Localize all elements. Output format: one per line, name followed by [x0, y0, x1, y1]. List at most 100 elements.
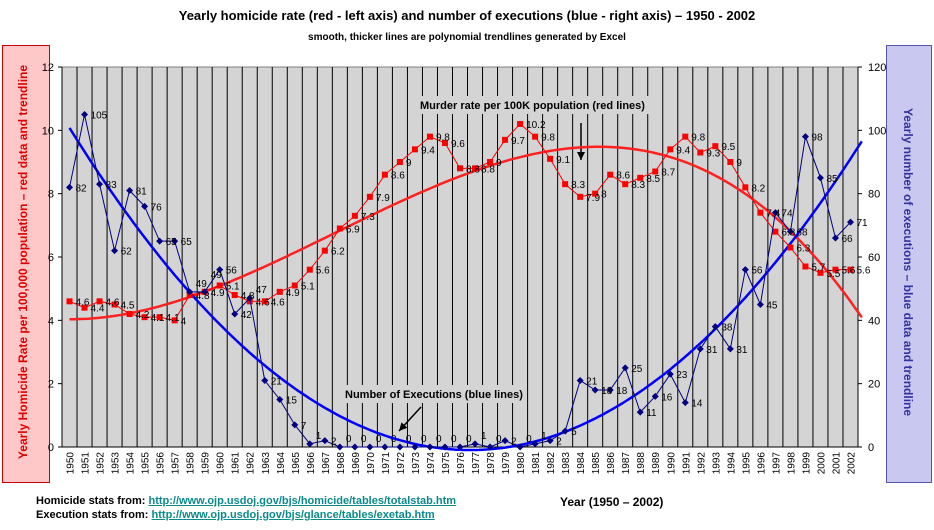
x-tick-label: 1973 — [411, 452, 422, 475]
execution-data-label: 62 — [121, 247, 133, 258]
homicide-marker — [216, 282, 223, 289]
homicide-marker — [517, 121, 524, 127]
execution-data-label: 0 — [361, 434, 367, 445]
execution-marker — [681, 399, 689, 407]
x-tick-label: 1976 — [456, 452, 467, 475]
homicide-marker — [787, 244, 794, 251]
execution-data-label: 38 — [721, 323, 733, 334]
homicide-marker — [847, 266, 854, 273]
homicide-data-label: 10.2 — [526, 120, 546, 131]
execution-data-label: 56 — [226, 266, 238, 277]
execution-marker — [696, 345, 704, 353]
execution-data-label: 0 — [391, 434, 397, 445]
execution-data-label: 49 — [196, 279, 208, 290]
execution-data-label: 23 — [676, 370, 688, 381]
x-tick-label: 1952 — [96, 452, 107, 475]
execution-source-link[interactable]: http://www.ojp.usdoj.gov/bjs/glance/tabl… — [151, 509, 435, 521]
homicide-marker — [156, 314, 163, 321]
homicide-source-label: Homicide stats from: — [36, 495, 146, 507]
y-tick-label: 0 — [48, 442, 54, 454]
x-tick-label: 2001 — [831, 452, 842, 475]
homicide-marker — [772, 228, 779, 235]
y2-tick-label: 80 — [868, 189, 880, 201]
homicide-marker — [366, 193, 373, 200]
execution-marker — [381, 443, 389, 451]
x-tick-label: 1998 — [786, 452, 797, 475]
execution-marker — [291, 421, 299, 429]
homicide-marker — [321, 247, 328, 254]
homicide-data-label: 8.3 — [571, 180, 585, 191]
execution-data-label: 56 — [751, 266, 763, 277]
homicide-data-label: 6.8 — [781, 228, 795, 239]
execution-data-label: 15 — [286, 396, 298, 407]
execution-marker — [786, 228, 794, 236]
x-tick-label: 1992 — [696, 452, 707, 475]
homicide-data-label: 4.1 — [151, 313, 165, 324]
x-tick-label: 1951 — [81, 452, 92, 475]
homicide-source-link[interactable]: http://www.ojp.usdoj.gov/bjs/homicide/ta… — [148, 495, 457, 507]
execution-data-label: 0 — [451, 434, 457, 445]
homicide-marker — [637, 174, 644, 181]
homicide-data-label: 9 — [496, 158, 502, 169]
execution-marker — [501, 437, 509, 445]
execution-data-label: 47 — [256, 285, 268, 296]
homicide-marker — [607, 171, 614, 178]
homicide-marker — [96, 298, 103, 305]
execution-data-label: 1 — [541, 431, 547, 442]
execution-marker — [726, 345, 734, 353]
execution-marker — [396, 443, 404, 451]
execution-source-label: Execution stats from: — [36, 509, 149, 521]
execution-data-label: 2 — [556, 437, 562, 448]
y2-tick-label: 20 — [868, 379, 880, 391]
execution-marker — [441, 443, 449, 451]
execution-data-label: 0 — [376, 434, 382, 445]
execution-marker — [591, 386, 599, 394]
execution-marker — [126, 187, 134, 194]
x-tick-label: 1991 — [681, 452, 692, 475]
x-tick-label: 1994 — [726, 452, 737, 475]
execution-marker — [411, 443, 419, 451]
homicide-marker — [81, 304, 88, 311]
execution-marker — [201, 288, 209, 296]
execution-data-label: 7 — [301, 421, 307, 432]
x-tick-label: 1996 — [756, 452, 767, 475]
execution-marker — [486, 443, 494, 451]
x-tick-label: 1978 — [486, 452, 497, 475]
execution-marker — [111, 247, 119, 255]
y-tick-label: 10 — [42, 125, 54, 137]
execution-marker — [771, 209, 779, 217]
homicide-data-label: 9.6 — [451, 139, 465, 150]
execution-data-label: 18 — [601, 386, 613, 397]
y-tick-label: 2 — [48, 379, 54, 391]
execution-data-label: 0 — [496, 434, 502, 445]
execution-data-label: 85 — [826, 174, 838, 185]
homicide-marker — [487, 159, 494, 165]
homicide-data-label: 9.1 — [556, 155, 570, 166]
homicide-marker — [682, 133, 689, 140]
homicide-data-label: 4.6 — [76, 297, 90, 308]
x-tick-label: 1988 — [636, 452, 647, 475]
homicide-data-label: 8.5 — [646, 174, 660, 185]
y-axis-label: Yearly Homicide Rate per 100,000 populat… — [16, 64, 30, 460]
x-tick-label: 1956 — [156, 452, 167, 475]
homicide-marker — [261, 298, 268, 305]
homicide-marker — [381, 171, 388, 178]
execution-marker — [231, 310, 239, 318]
execution-marker — [306, 440, 314, 448]
execution-data-label: 98 — [811, 133, 823, 144]
execution-data-label: 18 — [616, 386, 628, 397]
annotation: Murder rate per 100K population (red lin… — [416, 96, 649, 160]
homicide-data-label: 5.5 — [826, 269, 840, 280]
x-tick-label: 1957 — [171, 452, 182, 475]
x-tick-label: 1997 — [771, 452, 782, 475]
y2-tick-label: 100 — [868, 125, 886, 137]
homicide-data-label: 8.7 — [661, 168, 675, 179]
homicide-data-label: 7.9 — [376, 193, 390, 204]
x-tick-label: 1960 — [216, 452, 227, 475]
execution-data-label: 81 — [136, 187, 148, 198]
execution-data-label: 21 — [586, 377, 598, 388]
execution-marker — [531, 440, 539, 448]
x-tick-label: 1993 — [711, 452, 722, 475]
